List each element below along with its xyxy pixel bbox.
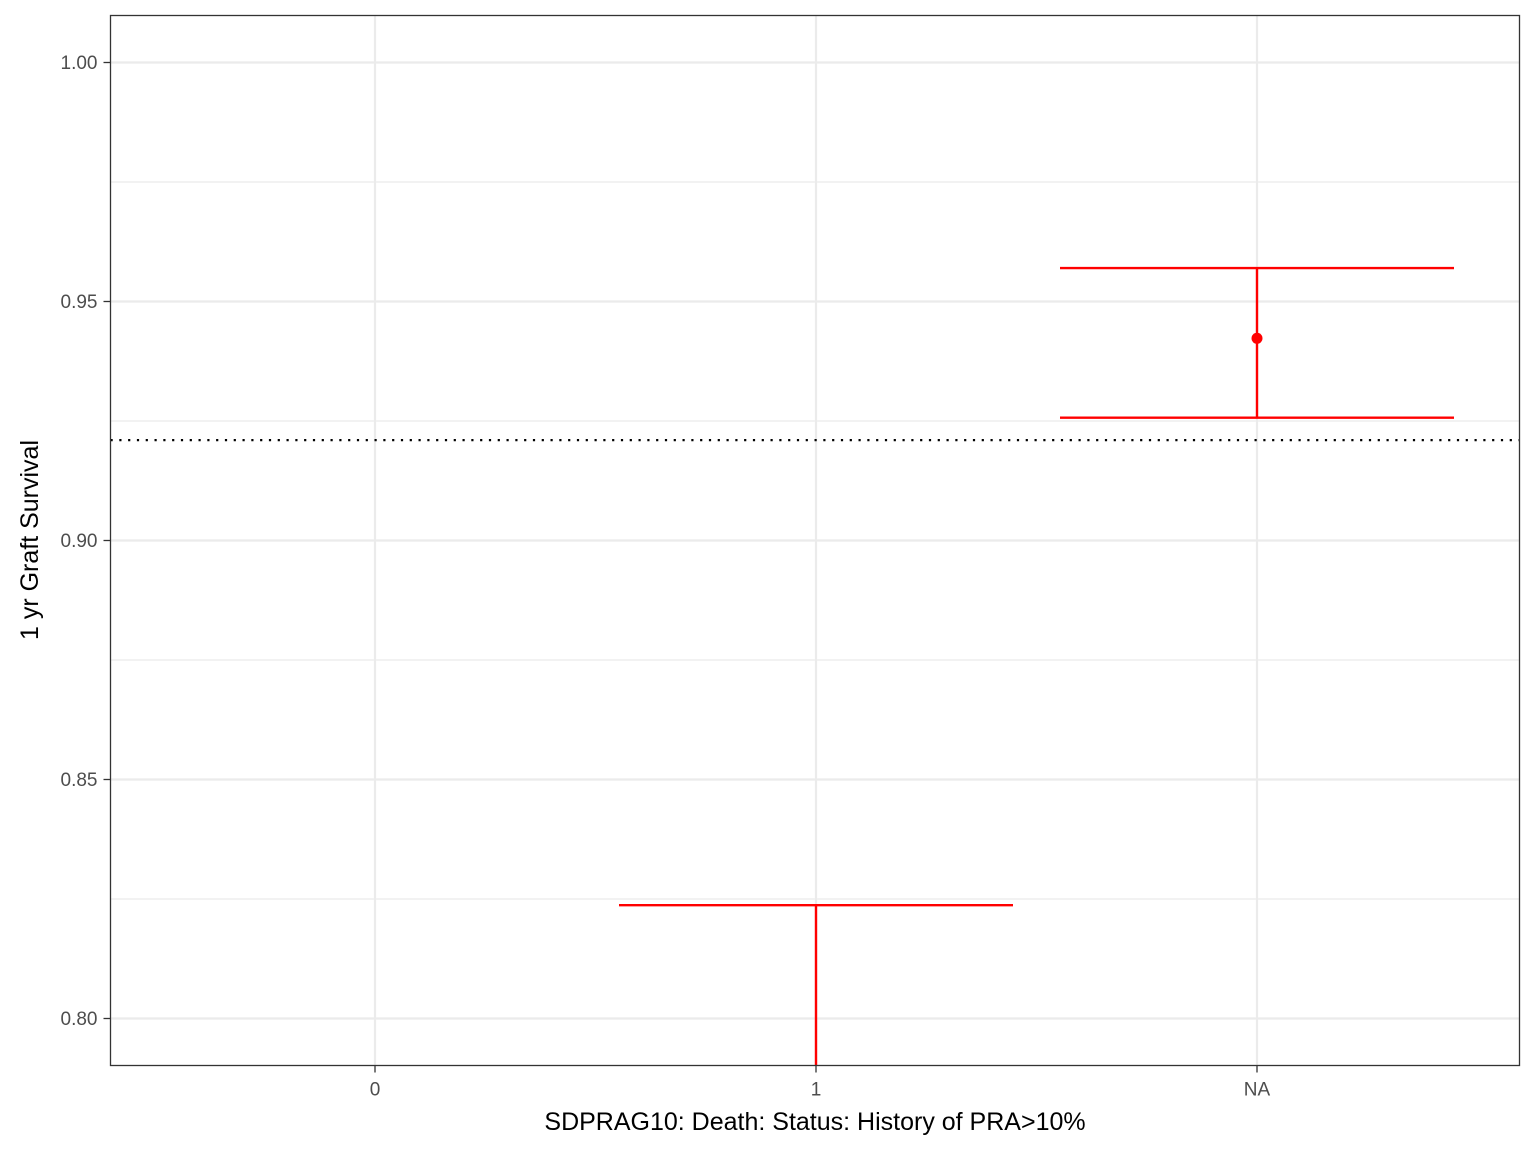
x-tick-label: 1: [811, 1080, 822, 1101]
y-axis: 0.80 0.85 0.90 0.95 1.00: [61, 53, 111, 1030]
y-tick-label: 0.85: [61, 770, 98, 791]
data-marks: [619, 266, 1454, 1066]
y-axis-title: 1 yr Graft Survival: [16, 440, 44, 640]
x-axis: 0 1 NA: [370, 1065, 1271, 1101]
y-tick-label: 1.00: [61, 53, 98, 74]
y-tick-label: 0.90: [61, 531, 98, 552]
x-tick-label: 0: [370, 1080, 381, 1101]
x-axis-title: SDPRAG10: Death: Status: History of PRA>…: [544, 1108, 1085, 1136]
point-estimate: [1251, 332, 1263, 344]
x-tick-label: NA: [1244, 1080, 1271, 1101]
y-tick-label: 0.80: [61, 1009, 98, 1030]
y-tick-label: 0.95: [61, 292, 98, 313]
